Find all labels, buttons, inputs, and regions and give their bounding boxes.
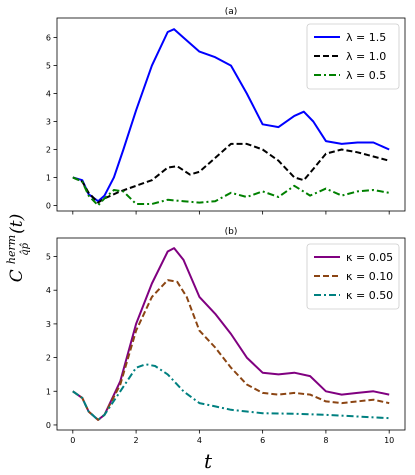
chart-title: (a) — [225, 7, 238, 17]
legend-label-1: κ = 0.10 — [346, 270, 393, 283]
legend: λ = 1.5 λ = 1.0 λ = 0.5 — [306, 23, 400, 90]
y-tick-label: 5 — [46, 253, 51, 262]
chart-title: (b) — [225, 227, 238, 237]
y-tick-label: 2 — [46, 145, 51, 154]
series-line-1 — [72, 142, 390, 204]
series-line-2 — [72, 363, 390, 421]
plot-frame — [56, 17, 406, 212]
y-tick-label: 3 — [46, 117, 51, 126]
y-tick-label: 1 — [46, 387, 51, 396]
x-tick-label: 0 — [70, 436, 75, 445]
y-axis-label: C herm q̂p̂ (t) — [0, 214, 32, 283]
legend-label-1: λ = 1.0 — [346, 50, 386, 63]
series-line-0 — [72, 28, 390, 203]
svg-text:C herm q̂p̂: C herm q̂p̂ (t) — [0, 214, 32, 283]
series-line-2 — [72, 176, 390, 207]
legend-box — [306, 243, 400, 310]
y-tick-label: 4 — [46, 286, 51, 295]
y-tick-label: 3 — [46, 320, 51, 329]
y-axis-label-base: C — [7, 269, 27, 282]
legend-label-0: λ = 1.5 — [346, 31, 386, 44]
x-tick-label: 4 — [197, 436, 202, 445]
plot-frame — [56, 237, 406, 431]
y-tick-label: 2 — [46, 354, 51, 363]
x-axis-label: t — [204, 449, 213, 473]
y-tick-label: 4 — [46, 90, 51, 99]
x-tick-label: 8 — [323, 436, 328, 445]
y-tick-label: 0 — [46, 201, 51, 210]
x-tick-label: 6 — [260, 436, 265, 445]
legend-label-2: λ = 0.5 — [346, 69, 386, 82]
y-tick-label: 6 — [46, 34, 51, 43]
x-tick-label: 10 — [384, 436, 394, 445]
panel-a: (a) 0 1 2 3 4 5 6 λ = 1.5 λ = 1.0 λ = 0.5 — [46, 7, 406, 215]
legend-box — [306, 23, 400, 90]
y-tick-label: 0 — [46, 421, 51, 430]
y-tick-label: 5 — [46, 62, 51, 71]
x-tick-label: 2 — [134, 436, 139, 445]
y-axis-label-arg: (t) — [7, 214, 27, 234]
y-tick-label: 1 — [46, 173, 51, 182]
y-axis-label-sup: herm — [5, 235, 18, 264]
legend: κ = 0.05 κ = 0.10 κ = 0.50 — [306, 243, 400, 310]
y-axis-label-sub: q̂p̂ — [20, 242, 31, 255]
panel-b: (b) 0 2 4 6 8 10 0 1 2 3 4 5 κ = 0.05 κ = 0.10 κ = 0.50 — [46, 227, 406, 445]
legend-label-0: κ = 0.05 — [346, 251, 393, 264]
legend-label-2: κ = 0.50 — [346, 289, 393, 302]
